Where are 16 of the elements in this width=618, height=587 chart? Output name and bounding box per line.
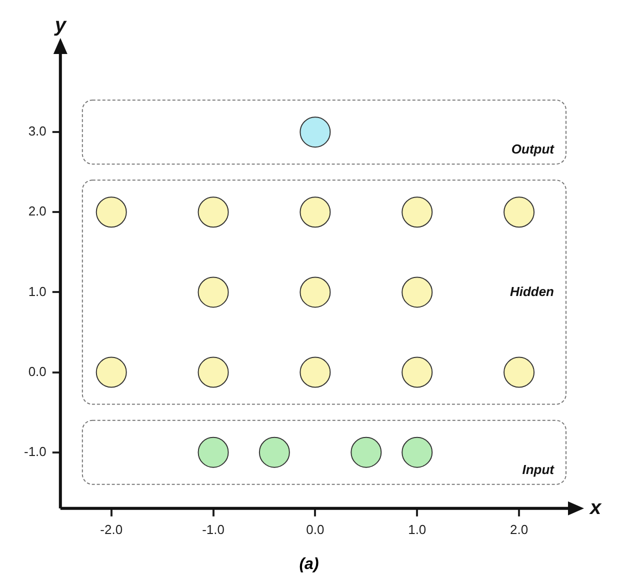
x-tick-label: 2.0 bbox=[510, 522, 528, 537]
y-tick-label: 0.0 bbox=[28, 364, 46, 379]
x-tick-label: -2.0 bbox=[100, 522, 123, 537]
annotation: Hidden bbox=[510, 284, 554, 299]
x-tick-label: 1.0 bbox=[408, 522, 426, 537]
x-tick-label: 0.0 bbox=[306, 522, 324, 537]
x-tick-label: -1.0 bbox=[202, 522, 224, 537]
annotation: Output bbox=[511, 142, 555, 157]
x-axis-title: x bbox=[589, 496, 602, 519]
y-tick-label: -1.0 bbox=[24, 444, 46, 459]
y-tick-label: 2.0 bbox=[28, 204, 46, 219]
y-tick-label: 1.0 bbox=[28, 284, 46, 299]
y-tick-label: 3.0 bbox=[28, 124, 46, 139]
text: (a) bbox=[298, 556, 320, 574]
annotation: Input bbox=[522, 462, 555, 477]
y-axis-title: y bbox=[54, 14, 67, 37]
